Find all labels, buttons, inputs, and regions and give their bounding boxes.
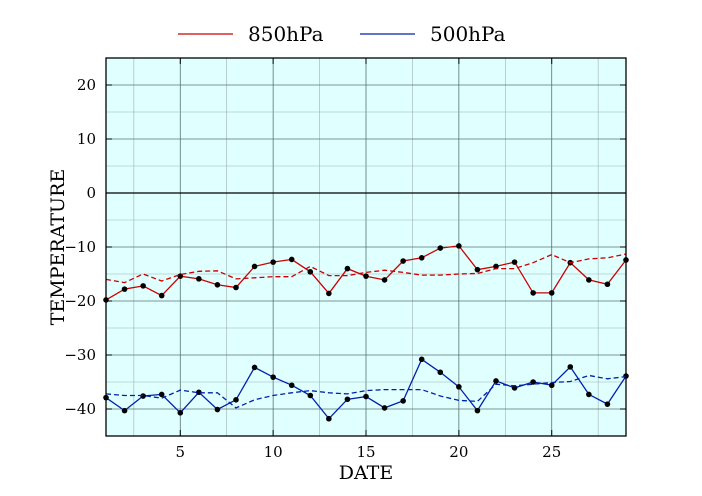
x-tick-label: 25 [542,443,561,461]
series-line-1-dashed [105,253,627,284]
y-tick-labels: −40 −30 −20 −10 0 10 20 [64,76,96,418]
data-point-2 [158,391,165,398]
data-point-2 [233,397,239,403]
y-tick-label: −20 [64,292,96,310]
data-point-0 [196,276,202,282]
y-axis-title: TEMPERATURE [47,169,69,326]
data-point-0 [400,258,406,264]
data-point-2 [604,401,611,407]
data-point-0 [251,263,258,270]
data-point-0 [548,290,555,296]
data-point-2 [196,389,202,396]
data-point-2 [307,392,314,399]
legend-label: 850hPa [248,22,324,46]
data-point-0 [456,243,462,249]
data-point-2 [177,409,184,416]
x-tick-label: 10 [264,443,283,461]
data-point-2 [288,382,295,389]
data-point-0 [604,281,611,288]
data-point-2 [400,398,406,404]
y-tick-label: −30 [64,346,96,364]
data-point-2 [456,384,462,390]
data-point-0 [158,292,165,299]
x-tick-labels: 5 10 15 20 25 [176,443,562,461]
data-point-0 [493,263,499,270]
data-point-0 [344,265,351,272]
data-point-2 [270,374,276,380]
y-tick-label: 20 [77,76,96,94]
data-point-2 [548,382,555,389]
series-layer [103,243,629,422]
data-point-2 [511,385,518,391]
x-tick-label: 5 [176,443,186,461]
data-point-0 [270,259,276,265]
data-point-0 [288,256,295,263]
x-axis-title: DATE [339,462,393,484]
data-point-2 [121,407,128,414]
data-point-2 [530,379,536,385]
data-point-0 [474,266,481,273]
data-point-0 [511,259,518,265]
data-point-2 [251,364,258,371]
y-tick-label: 10 [77,130,96,148]
data-point-0 [381,277,388,283]
data-point-2 [214,406,221,413]
data-point-0 [326,290,332,297]
data-point-0 [307,269,314,275]
data-point-0 [530,290,536,296]
data-point-0 [233,284,239,291]
data-point-2 [418,356,425,363]
y-tick-label: −10 [64,238,96,256]
y-tick-label: 0 [86,184,96,202]
data-point-0 [214,282,221,288]
data-point-2 [363,393,369,400]
data-point-0 [418,254,425,261]
x-tick-label: 20 [449,443,468,461]
data-point-0 [437,245,444,251]
data-point-0 [121,286,128,292]
data-point-0 [363,273,369,279]
legend-label: 500hPa [430,22,506,46]
data-point-2 [437,369,444,376]
data-point-2 [493,378,499,384]
series-line-3-dashed [105,374,627,409]
data-point-2 [474,407,481,414]
data-point-2 [344,396,351,403]
data-point-2 [326,415,332,422]
data-point-2 [586,391,592,398]
data-point-0 [140,283,146,289]
data-point-2 [567,364,574,370]
legend: 850hPa 500hPa [178,22,506,46]
data-point-2 [381,405,388,411]
x-tick-label: 15 [356,443,375,461]
data-point-2 [140,393,146,399]
data-point-0 [586,277,592,283]
tick-marks [106,58,626,436]
y-tick-label: −40 [64,400,96,418]
